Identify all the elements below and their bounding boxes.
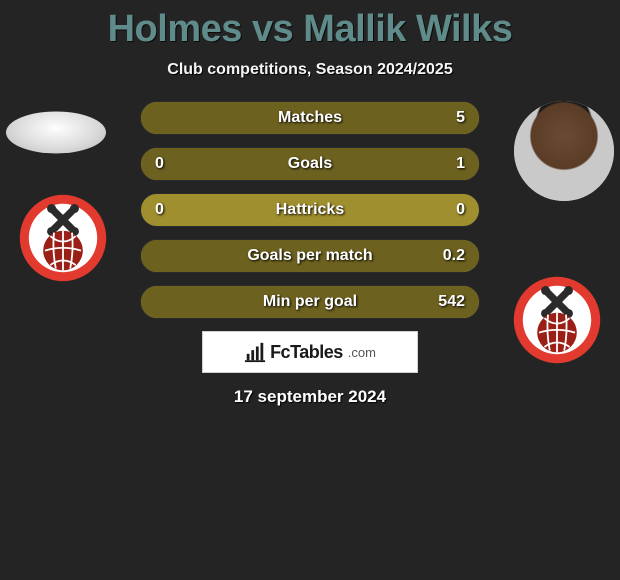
player-left-avatar (6, 111, 106, 153)
subtitle: Club competitions, Season 2024/2025 (0, 61, 620, 79)
stat-row: Min per goal542 (140, 285, 480, 319)
shield-icon (18, 193, 108, 283)
stat-value-right: 1 (456, 148, 465, 180)
stat-row: Goals per match0.2 (140, 239, 480, 273)
stat-label: Matches (141, 102, 479, 134)
stat-label: Goals per match (141, 240, 479, 272)
club-badge-left (18, 193, 108, 283)
stat-value-right: 542 (438, 286, 465, 318)
title-left: Holmes (108, 8, 242, 50)
stat-bars: Matches50Goals10Hattricks0Goals per matc… (140, 101, 480, 319)
page-title: Holmes vs Mallik Wilks (0, 0, 620, 51)
comparison-arena: Matches50Goals10Hattricks0Goals per matc… (0, 101, 620, 319)
title-vs: vs (252, 8, 293, 50)
stat-label: Hattricks (141, 194, 479, 226)
stat-value-right: 0 (456, 194, 465, 226)
stat-row: Matches5 (140, 101, 480, 135)
stat-label: Goals (141, 148, 479, 180)
shield-icon (512, 275, 602, 365)
club-badge-right (512, 275, 602, 365)
brand-text: FcTables (270, 342, 343, 363)
title-right: Mallik Wilks (303, 8, 512, 50)
brand-plate: FcTables .com (202, 331, 418, 373)
bar-chart-icon (244, 341, 266, 363)
player-right-avatar (514, 101, 614, 201)
face-placeholder (514, 101, 614, 201)
stat-label: Min per goal (141, 286, 479, 318)
stat-value-right: 0.2 (443, 240, 465, 272)
stat-row: 0Goals1 (140, 147, 480, 181)
stat-row: 0Hattricks0 (140, 193, 480, 227)
brand-suffix: .com (348, 345, 376, 360)
date-line: 17 september 2024 (0, 387, 620, 407)
stat-value-right: 5 (456, 102, 465, 134)
